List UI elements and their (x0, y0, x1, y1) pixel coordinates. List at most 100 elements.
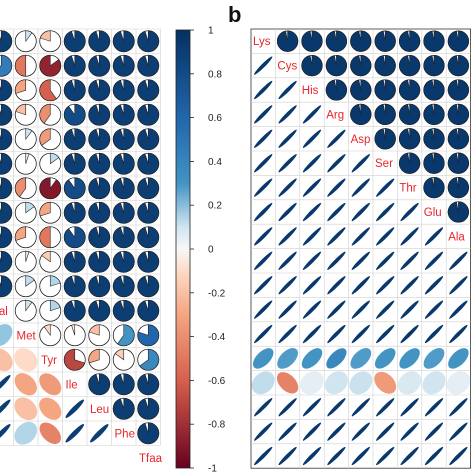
panel-b-ellipse-r13-c6 (399, 348, 420, 369)
panel-a-pie-r9-c3 (63, 250, 86, 273)
panel-a-pie-r14-c5 (112, 373, 135, 396)
panel-a-pie-r4-c5 (112, 128, 135, 151)
panel-a-pie-r0-c5 (112, 30, 135, 53)
panel-b-ellipse-r13-c5 (374, 348, 396, 369)
panel-b-ellipse-r4-c1 (278, 129, 297, 148)
panel-b-pie-r0-c5 (374, 30, 396, 52)
panel-b-pie-r6-c7 (423, 176, 445, 199)
colorbar-gradient (175, 29, 191, 469)
panel-a-pie-r9-c4 (88, 250, 111, 273)
panel-a-pie-r12-c4 (88, 324, 111, 347)
panel-a-ellipse-r16-c2 (39, 422, 61, 444)
panel-b-ellipse-r8-c4 (351, 227, 370, 246)
panel-b-ellipse-r4-c2 (302, 129, 322, 148)
panel-a-pie-r11-c6 (137, 299, 160, 322)
panel-a-pie-r0-c3 (63, 30, 86, 53)
panel-b-ellipse-r11-c5 (376, 300, 395, 319)
panel-a-pie-r15-c5 (112, 397, 135, 420)
panel-b: Lys Cys His Arg Asp Ser Thr Glu Ala (250, 28, 472, 469)
panel-a-pie-r11-c1 (14, 299, 37, 322)
panel-b-pie-r0-c7 (423, 30, 445, 52)
panel-a-pie-r6-c5 (112, 177, 135, 200)
panel-b-ellipse-r17-c3 (327, 446, 346, 466)
panel-a-pie-r8-c5 (112, 226, 135, 249)
panel-b-pie-r4-c8 (447, 128, 470, 150)
panel-b-ellipse-r4-c0 (254, 129, 273, 148)
colorbar-tick-0: 1 (208, 26, 214, 37)
panel-a-pie-r13-c5 (112, 348, 135, 371)
panel-a-pie-r5-c4 (88, 152, 111, 175)
panel-a-pie-r8-c3 (63, 226, 86, 249)
panel-b-label-asp: Asp (351, 134, 371, 146)
panel-a-pie-r9-c0 (0, 250, 13, 273)
panel-a-pie-r7-c4 (88, 201, 111, 224)
panel-b-ellipse-r8-c7 (424, 227, 444, 246)
panel-b-ellipse-r9-c2 (302, 251, 322, 270)
panel-b-ellipse-r12-c1 (278, 324, 297, 344)
panel-a-pie-r13-c3 (63, 348, 86, 371)
panel-a-pie-r2-c0 (0, 79, 13, 102)
panel-b-ellipse-r13-c8 (448, 348, 469, 369)
panel-b-ellipse-r1-c0 (254, 56, 273, 75)
panel-a-label-tfaa: Tfaa (139, 453, 163, 465)
panel-a-ellipse-r12-c0 (0, 324, 13, 347)
panel-a-pie-r5-c1 (14, 152, 37, 175)
panel-b-ellipse-r7-c0 (254, 202, 273, 222)
panel-b-ellipse-r17-c0 (254, 446, 273, 466)
colorbar-tick-8: -0.6 (208, 376, 226, 387)
panel-a-pie-r4-c6 (137, 128, 160, 151)
panel-a-pie-r2-c2 (39, 79, 62, 102)
panel-b-label-glu: Glu (424, 207, 442, 219)
panel-b-ellipse-r12-c6 (400, 324, 419, 344)
panel-a-ellipse-r15-c0 (0, 399, 11, 419)
panel-a-pie-r1-c1 (14, 54, 37, 77)
panel-b-ellipse-r15-c4 (351, 398, 370, 417)
colorbar-tick-9: -0.8 (208, 420, 226, 431)
panel-a-pie-r4-c0 (0, 128, 13, 151)
panel-b-ellipse-r10-c6 (400, 276, 419, 295)
panel-b-ellipse-r12-c3 (327, 324, 346, 344)
panel-b-label-ser: Ser (375, 158, 393, 170)
panel-a-pie-r5-c3 (63, 152, 86, 175)
panel-a-pie-r10-c5 (112, 275, 135, 298)
panel-a-pie-r7-c1 (14, 201, 37, 224)
panel-b-pie-r0-c2 (301, 30, 323, 52)
panel-b-ellipse-r15-c6 (400, 398, 419, 417)
panel-a-ellipse-r14-c2 (39, 373, 62, 396)
panel-b-ellipse-r17-c5 (376, 446, 395, 466)
panel-b-ellipse-r8-c2 (302, 227, 322, 246)
panel-b-ellipse-r11-c3 (327, 300, 346, 319)
panel-a-pie-r16-c6 (137, 422, 160, 445)
panel-b-ellipse-r7-c1 (278, 202, 297, 222)
panel-b-ellipse-r12-c7 (424, 324, 444, 344)
panel-b-ellipse-r13-c4 (350, 348, 372, 369)
panel-b-ellipse-r7-c5 (376, 202, 395, 222)
panel-b-ellipse-r16-c0 (254, 422, 273, 441)
panel-b-pie-r3-c4 (350, 103, 372, 126)
panel-b-ellipse-r9-c8 (449, 251, 468, 270)
panel-a-pie-r3-c6 (137, 103, 160, 126)
panel-b-ellipse-r14-c0 (251, 371, 275, 395)
panel-a-pie-r5-c6 (137, 152, 160, 175)
panel-b-ellipse-r9-c5 (376, 251, 395, 270)
panel-a-pie-r1-c4 (88, 54, 111, 77)
panel-b-ellipse-r14-c8 (446, 371, 471, 395)
panel-b-ellipse-r11-c7 (424, 300, 444, 319)
panel-b-ellipse-r5-c3 (327, 154, 346, 173)
panel-a-ellipse-r14-c1 (14, 373, 37, 396)
panel-b-ellipse-r12-c5 (376, 324, 395, 344)
panel-a-pie-r11-c4 (88, 299, 111, 322)
panel-a-pie-r8-c4 (88, 226, 111, 249)
panel-b-pie-r3-c7 (423, 103, 445, 126)
panel-b-ellipse-r17-c4 (351, 446, 370, 466)
panel-a-pie-r11-c5 (112, 299, 135, 322)
panel-b-ellipse-r14-c5 (374, 371, 397, 394)
panel-a-ellipse-r16-c1 (14, 421, 38, 445)
panel-a-pie-r0-c6 (137, 30, 160, 53)
panel-a-pie-r0-c2 (39, 30, 62, 53)
panel-b-pie-r2-c8 (447, 79, 470, 101)
panel-a-pie-r3-c5 (112, 103, 135, 126)
panel-b-pie-r7-c8 (447, 201, 470, 223)
panel-b-ellipse-r5-c0 (254, 154, 273, 173)
colorbar-tick-6: -0.2 (208, 288, 226, 299)
